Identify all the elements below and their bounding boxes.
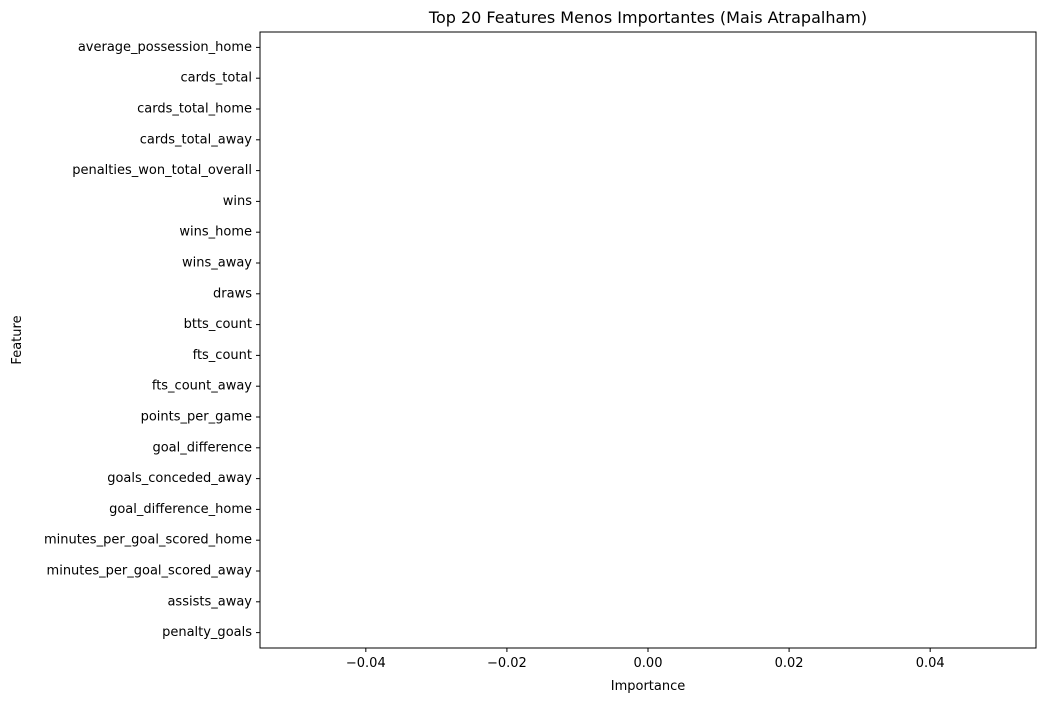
y-tick-label: fts_count_away (152, 379, 252, 394)
y-tick-label: minutes_per_goal_scored_away (47, 564, 253, 579)
y-tick-label: cards_total_home (137, 102, 252, 117)
y-tick-label: cards_total_away (140, 132, 253, 147)
y-tick-label: btts_count (184, 317, 252, 332)
y-tick-label: wins (223, 194, 252, 209)
y-tick-label: goals_conceded_away (107, 471, 252, 486)
y-tick-label: average_possession_home (78, 40, 252, 55)
y-tick-label: points_per_game (141, 410, 252, 425)
x-tick-label: −0.04 (346, 656, 386, 671)
y-tick-label: penalties_won_total_overall (72, 163, 252, 178)
y-axis-label: Feature (10, 315, 25, 364)
y-tick-label: penalty_goals (162, 625, 252, 640)
x-axis-label: Importance (611, 679, 686, 694)
y-tick-label: goal_difference_home (109, 502, 252, 517)
x-tick-label: 0.00 (634, 656, 663, 671)
x-tick-label: 0.04 (916, 656, 945, 671)
x-tick-label: 0.02 (775, 656, 804, 671)
y-tick-label: assists_away (167, 594, 252, 609)
y-tick-label: goal_difference (152, 440, 252, 455)
y-tick-label: minutes_per_goal_scored_home (44, 533, 252, 548)
x-tick-label: −0.02 (487, 656, 527, 671)
y-axis-ticks: average_possession_home cards_total cards_… (44, 40, 260, 640)
y-tick-label: fts_count (193, 348, 252, 363)
y-tick-label: draws (213, 286, 252, 301)
chart-title: Top 20 Features Menos Importantes (Mais … (428, 8, 867, 27)
x-axis-ticks: −0.04 −0.02 0.00 0.02 0.04 (346, 648, 945, 671)
y-tick-label: wins_away (182, 256, 252, 271)
y-tick-label: wins_home (179, 225, 252, 240)
y-tick-label: cards_total (181, 71, 252, 86)
plot-frame (259, 31, 1037, 649)
